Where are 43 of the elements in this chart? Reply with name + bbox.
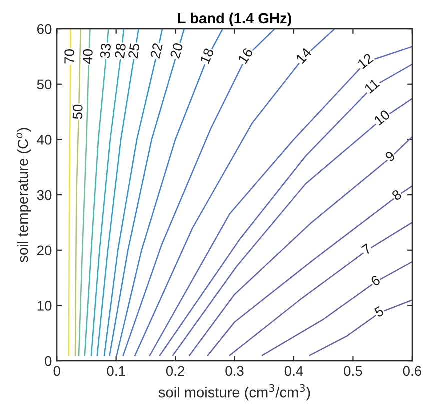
- series-label: 40: [82, 49, 94, 64]
- line-series: [116, 29, 224, 356]
- line-series: [172, 98, 412, 356]
- line-series: [207, 186, 412, 356]
- y-tick-label: 50: [37, 80, 52, 90]
- y-tick-label: 20: [37, 246, 52, 256]
- y-tick-label: 60: [38, 24, 52, 34]
- series-label: 8: [391, 189, 402, 202]
- series-label: 25: [128, 43, 140, 59]
- series-label: 33: [100, 44, 112, 59]
- line-series: [309, 300, 412, 356]
- series-label: 18: [200, 48, 214, 64]
- y-tick-label: 0: [45, 356, 52, 366]
- series-label: 10: [374, 109, 391, 126]
- line-series: [189, 136, 412, 356]
- x-tick-label: 0.1: [107, 366, 126, 376]
- series-label: 7: [361, 244, 372, 256]
- series-label: 6: [370, 275, 382, 287]
- y-tick-label: 10: [38, 301, 52, 311]
- series-label: 16: [238, 47, 254, 64]
- series-label: 5: [374, 306, 385, 318]
- x-axis-title: soil moisture (cm$^{3}$/cm$^{3}$): [158, 384, 310, 401]
- series-label: 14: [296, 47, 312, 64]
- y-tick-label: 40: [37, 135, 52, 145]
- series-label: 9: [384, 150, 396, 162]
- line-series: [229, 222, 412, 356]
- x-tick-label: 0.4: [284, 366, 304, 376]
- x-tick-label: 0.3: [226, 366, 244, 376]
- chart-title: L band (1.4 GHz): [178, 12, 292, 27]
- x-tick-label: 0: [54, 366, 60, 376]
- series-label: 28: [114, 43, 126, 59]
- x-tick-label: 0.5: [344, 366, 362, 376]
- series-label: 12: [357, 53, 374, 70]
- series-label: 70: [64, 49, 75, 64]
- series-label: 20: [170, 42, 184, 59]
- y-axis-title: soil temperature (C$^{o}$): [16, 128, 32, 263]
- x-tick-label: 0.6: [403, 366, 422, 376]
- series-label: 11: [364, 78, 380, 94]
- line-series: [262, 261, 412, 356]
- series-label: 22: [150, 42, 163, 59]
- series-label: 50: [72, 104, 83, 120]
- x-tick-label: 0.2: [166, 366, 184, 376]
- y-tick-label: 30: [37, 190, 52, 200]
